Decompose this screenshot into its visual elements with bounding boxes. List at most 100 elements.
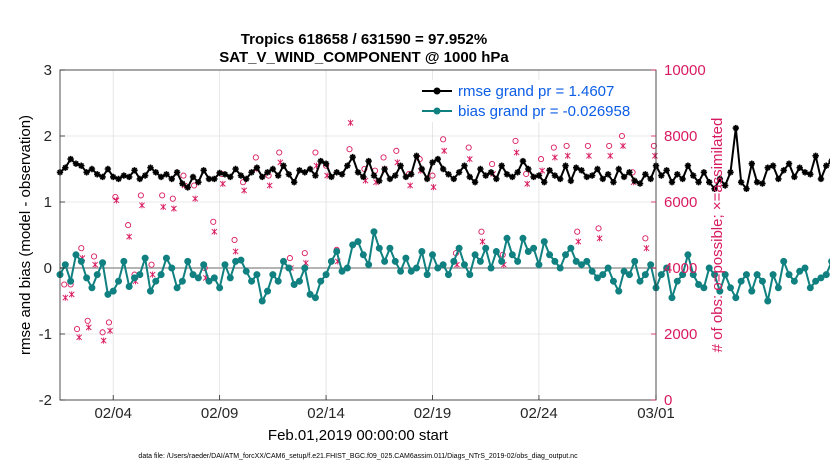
rmse-point-124 (716, 175, 724, 183)
bias-point-98 (578, 261, 585, 269)
rmse-point-22 (173, 169, 181, 176)
obs-possible-point-7 (105, 319, 113, 326)
obs-possible-point-26 (301, 250, 308, 257)
rmse-point-71 (434, 155, 442, 163)
rmse-point-116 (674, 171, 681, 178)
obs-possible-point-22 (252, 154, 259, 161)
obs-possible-point-38 (440, 136, 447, 143)
bias-point-6 (88, 284, 96, 292)
rmse-point-82 (493, 175, 500, 183)
obs-possible-point-20 (231, 236, 238, 243)
obs-possible-point-11 (137, 192, 144, 199)
obs-possible-point-5 (91, 253, 98, 260)
obs-assimilated-point-21 (241, 187, 248, 194)
obs-possible-point-16 (191, 182, 198, 189)
rmse-point-3 (72, 160, 80, 167)
obs-assimilated-point-49 (575, 238, 582, 245)
rmse-point-129 (743, 185, 750, 192)
rmse-point-106 (620, 173, 628, 181)
rmse-point-73 (445, 171, 452, 178)
obs-possible-point-4 (84, 317, 91, 324)
rmse-point-58 (365, 157, 372, 165)
rmse-point-133 (764, 164, 771, 171)
rmse-point-54 (344, 162, 351, 169)
obs-assimilated-point-16 (192, 195, 199, 202)
obs-assimilated-point-13 (160, 203, 167, 211)
rmse-point-93 (551, 172, 559, 179)
rmse-point-141 (807, 171, 814, 178)
rmse-point-103 (604, 171, 612, 178)
bias-point-30 (216, 284, 224, 292)
rmse-point-113 (658, 172, 665, 179)
obs-possible-point-52 (606, 142, 613, 149)
bias-point-7 (93, 271, 101, 279)
bias-point-106 (620, 267, 628, 275)
bias-point-135 (774, 284, 782, 292)
bias-point-120 (695, 281, 703, 288)
obs-possible-point-3 (78, 245, 85, 252)
right-y-tick-label-0: 0 (664, 392, 672, 409)
rmse-point-86 (514, 169, 521, 176)
rmse-point-39 (264, 169, 271, 176)
rmse-point-11 (115, 175, 122, 183)
bias-point-118 (684, 251, 692, 259)
bias-point-90 (535, 261, 543, 269)
obs-assimilated-point-53 (620, 142, 626, 150)
x-tick-label-2: 02/14 (307, 405, 345, 422)
bias-point-70 (429, 251, 436, 259)
bias-point-59 (370, 228, 378, 236)
rmse-point-47 (306, 165, 314, 173)
bias-point-26 (194, 274, 202, 282)
rmse-point-128 (737, 179, 745, 186)
rmse-point-69 (423, 175, 431, 183)
bias-point-122 (705, 264, 713, 272)
obs-possible-point-42 (489, 160, 496, 168)
bias-point-119 (689, 271, 697, 279)
obs-assimilated-point-23 (266, 182, 273, 189)
obs-assimilated-point-6 (100, 337, 107, 344)
bias-point-14 (131, 274, 138, 282)
rmse-point-64 (397, 162, 404, 169)
rmse-point-4 (78, 162, 85, 169)
bias-point-40 (269, 271, 277, 279)
obs-assimilated-point-8 (113, 197, 120, 204)
obs-assimilated-point-11 (139, 202, 145, 209)
bias-point-84 (503, 234, 511, 242)
bias-point-3 (72, 251, 80, 259)
bias-point-116 (673, 277, 681, 285)
bias-point-12 (120, 257, 128, 265)
rmse-point-52 (333, 169, 340, 176)
rmse-point-126 (727, 169, 734, 176)
obs-assimilated-point-55 (643, 245, 650, 252)
obs-possible-point-33 (380, 154, 387, 161)
bias-point-69 (423, 271, 431, 279)
rmse-point-5 (83, 169, 90, 176)
bias-point-20 (162, 254, 170, 262)
bias-point-62 (386, 244, 394, 252)
obs-assimilated-point-41 (479, 238, 486, 245)
rmse-point-37 (253, 164, 261, 171)
bias-point-101 (593, 274, 601, 282)
rmse-point-36 (248, 169, 255, 176)
bias-point-97 (572, 257, 580, 265)
bias-point-63 (391, 257, 399, 265)
rmse-point-16 (141, 172, 149, 179)
bias-point-18 (152, 277, 160, 285)
bias-point-75 (455, 244, 463, 252)
obs-assimilated-point-19 (219, 180, 226, 187)
rmse-point-27 (200, 167, 207, 174)
obs-assimilated-point-30 (347, 119, 354, 126)
rmse-point-109 (636, 180, 644, 187)
legend-bias-swatch-marker (433, 107, 441, 115)
obs-assimilated-point-40 (466, 155, 473, 163)
bias-point-117 (679, 271, 687, 279)
rmse-point-139 (796, 164, 803, 171)
rmse-point-122 (706, 179, 713, 186)
rmse-point-101 (594, 165, 601, 173)
bias-point-46 (301, 264, 309, 272)
obs-possible-point-13 (159, 192, 166, 199)
obs-assimilated-point-1 (68, 291, 75, 298)
bias-point-49 (317, 277, 325, 285)
rmse-point-23 (179, 180, 186, 187)
rmse-point-61 (381, 165, 388, 173)
